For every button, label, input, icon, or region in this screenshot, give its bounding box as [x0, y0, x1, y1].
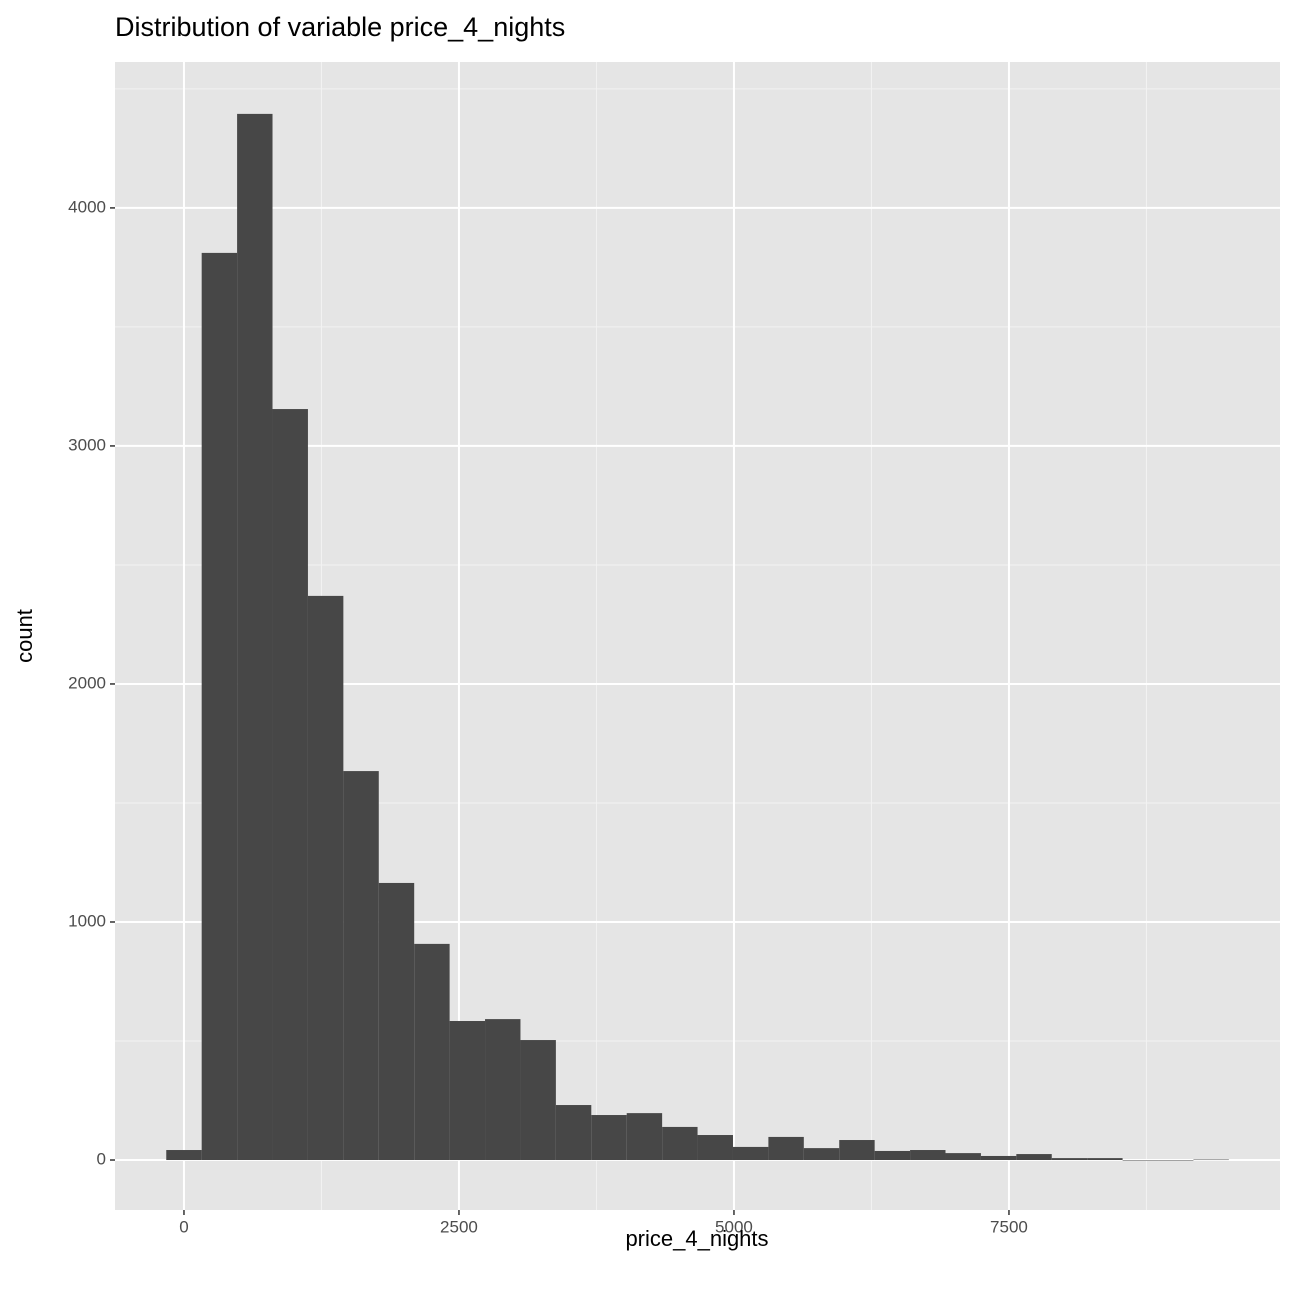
bar	[1158, 1160, 1194, 1161]
grid	[115, 62, 1280, 1210]
bar	[1051, 1158, 1088, 1161]
bar	[237, 113, 273, 1161]
bar	[343, 771, 379, 1161]
axes: 0 2500 5000 7500 0 1000 2000 3000 4000	[68, 197, 1028, 1236]
bar	[449, 1021, 486, 1161]
bar	[945, 1153, 981, 1161]
x-tick-label: 7500	[990, 1217, 1028, 1236]
bar	[732, 1146, 769, 1161]
bar	[378, 882, 415, 1161]
chart-title: Distribution of variable price_4_nights	[115, 12, 565, 42]
bar	[626, 1113, 663, 1161]
bar	[485, 1019, 521, 1161]
bar	[874, 1150, 911, 1161]
bar	[1016, 1154, 1052, 1161]
bar	[980, 1155, 1017, 1161]
y-axis-title: count	[12, 609, 37, 663]
y-tick-label: 2000	[68, 673, 106, 692]
bar	[201, 252, 238, 1161]
bar	[272, 409, 308, 1161]
x-axis-title: price_4_nights	[625, 1226, 768, 1251]
bar	[591, 1115, 627, 1161]
y-tick-label: 4000	[68, 197, 106, 216]
bar	[1087, 1158, 1123, 1161]
y-tick-label: 3000	[68, 435, 106, 454]
y-tick-label: 0	[97, 1149, 106, 1168]
bar	[803, 1148, 840, 1161]
bar	[839, 1140, 875, 1161]
bar	[910, 1150, 946, 1161]
bar	[414, 943, 450, 1161]
bar	[307, 595, 344, 1161]
bar	[1193, 1159, 1229, 1161]
bar	[520, 1040, 556, 1161]
bars	[166, 113, 1229, 1161]
x-tick-label: 0	[179, 1217, 188, 1236]
bar	[555, 1105, 592, 1161]
x-tick-label: 5000	[715, 1217, 753, 1236]
bar	[662, 1126, 698, 1161]
bar	[697, 1135, 733, 1161]
bar	[768, 1136, 804, 1161]
bar	[1122, 1160, 1159, 1161]
x-tick-label: 2500	[440, 1217, 478, 1236]
bar	[166, 1150, 202, 1161]
y-tick-label: 1000	[68, 911, 106, 930]
